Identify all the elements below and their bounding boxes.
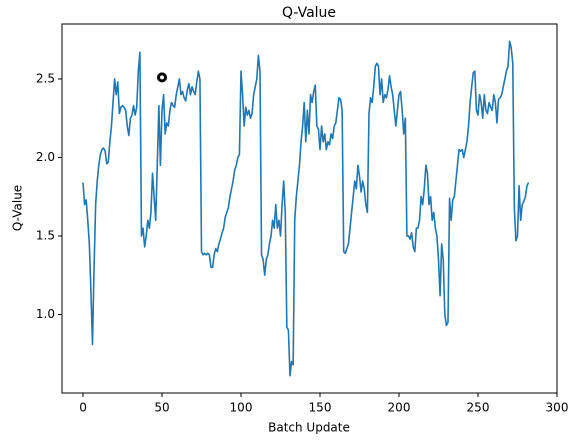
x-tick-label: 150: [309, 401, 332, 415]
y-tick-label: 2.0: [36, 150, 55, 164]
marker-point: [157, 72, 168, 83]
x-tick-label: 300: [546, 401, 569, 415]
x-tick-label: 200: [388, 401, 411, 415]
x-tick-label: 100: [230, 401, 253, 415]
y-tick-label: 2.5: [36, 71, 55, 85]
x-tick-label: 50: [154, 401, 169, 415]
x-tick-label: 0: [79, 401, 87, 415]
y-tick-label: 1.0: [36, 307, 55, 321]
q-value-line: [82, 40, 530, 377]
plot-frame: [61, 23, 558, 394]
x-axis-label: Batch Update: [268, 421, 350, 435]
y-tick-label: 1.5: [36, 228, 55, 242]
x-tick-label: 250: [467, 401, 490, 415]
chart-title: Q-Value: [282, 5, 336, 21]
y-axis-label: Q-Value: [11, 185, 25, 231]
